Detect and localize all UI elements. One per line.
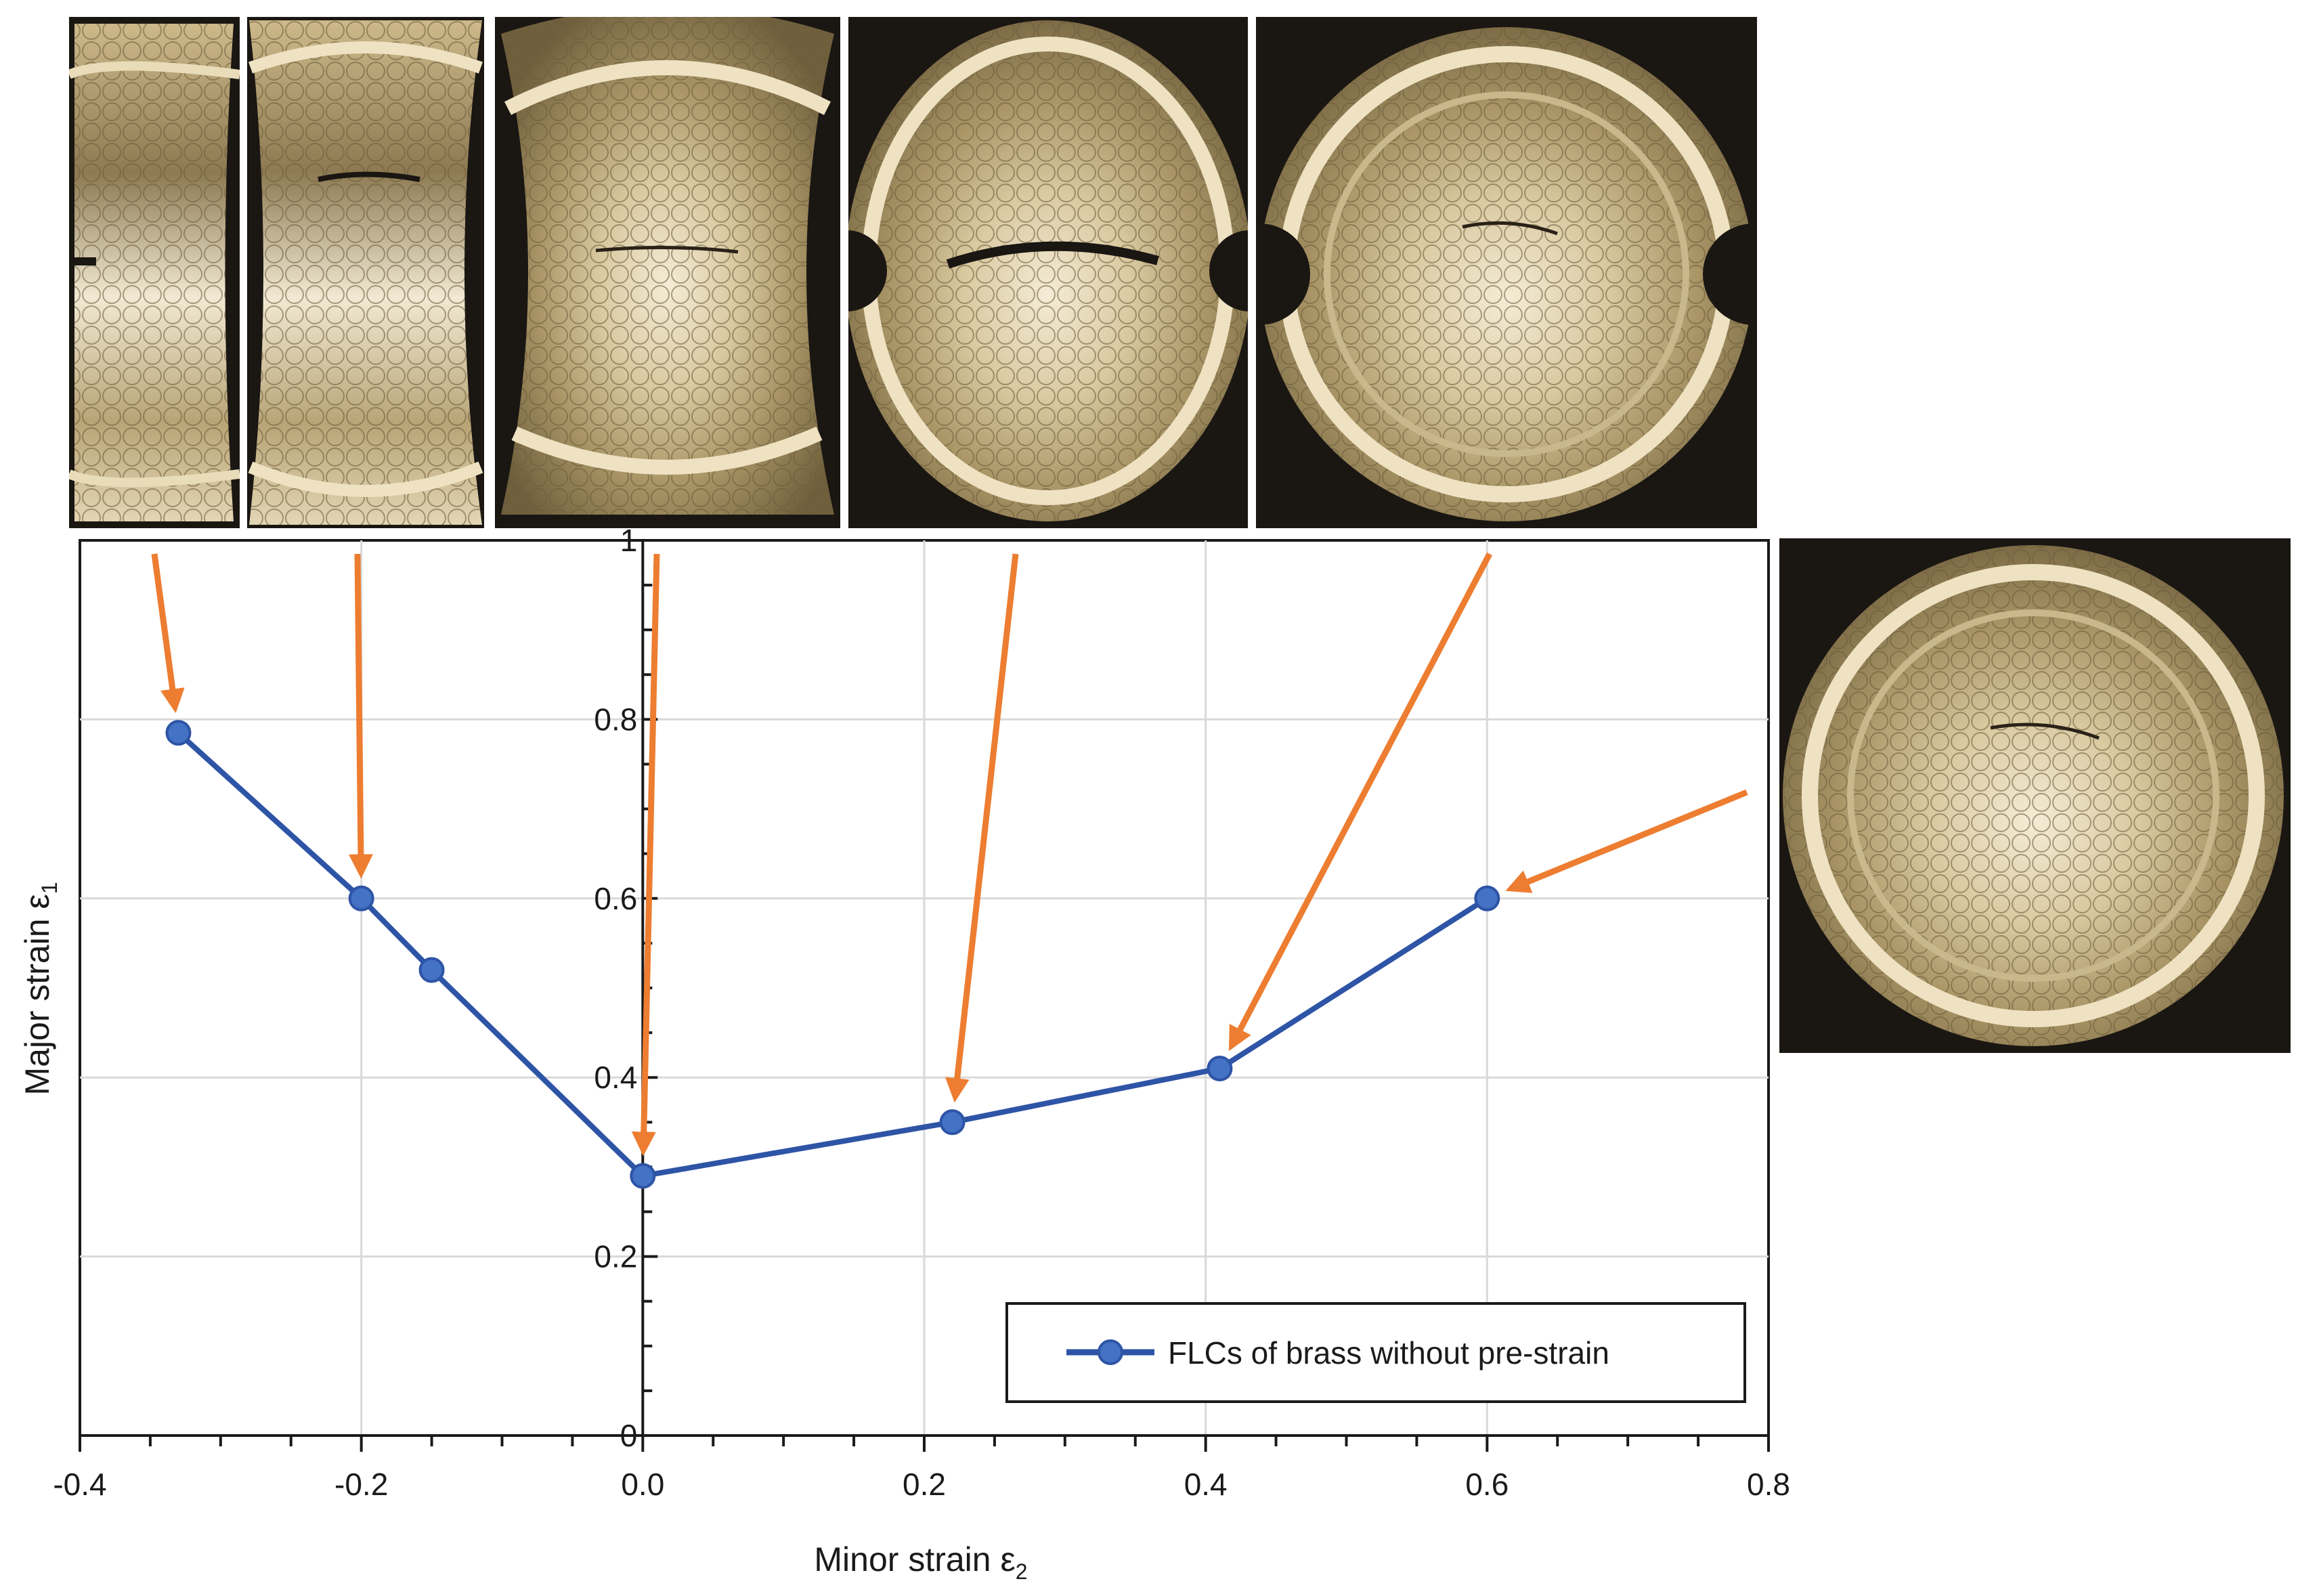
x-tick-label: 0.2 <box>903 1467 946 1502</box>
data-point <box>165 720 192 746</box>
annotation-arrow <box>945 553 1019 1103</box>
y-axis-title: Major strain ε1 <box>18 882 62 1095</box>
data-point <box>418 957 445 983</box>
x-tick-label: 0.8 <box>1747 1467 1790 1502</box>
series-layer <box>165 720 1500 1189</box>
x-tick-label: -0.2 <box>334 1467 388 1502</box>
x-axis-title: Minor strain ε2 <box>814 1540 1027 1584</box>
x-tick-label: 0.0 <box>621 1467 664 1502</box>
data-point <box>1207 1055 1233 1081</box>
specimen-photo-6 <box>1779 538 2291 1053</box>
x-tick-label: 0.6 <box>1465 1467 1509 1502</box>
specimen-photo-1 <box>69 17 240 528</box>
chart-area: -0.4 -0.2 0.0 0.2 0.4 0.6 0.8 0 0.2 0.4 0.6 0.8 1 M… <box>18 523 1790 1584</box>
annotation-arrow <box>348 553 373 879</box>
annotation-arrow <box>151 553 185 714</box>
specimen-photo-4 <box>848 17 1248 528</box>
legend-marker-swatch <box>1098 1339 1123 1365</box>
legend: FLCs of brass without pre-strain <box>1005 1302 1746 1403</box>
y-tick-label: 0.8 <box>594 702 637 737</box>
specimen-photo-2 <box>247 17 484 528</box>
annotation-arrow <box>631 553 660 1157</box>
annotation-arrows <box>151 552 1748 1157</box>
legend-label: FLCs of brass without pre-strain <box>1168 1335 1609 1371</box>
data-point <box>1474 885 1500 911</box>
x-tick-labels: -0.4 -0.2 0.0 0.2 0.4 0.6 0.8 <box>53 1467 1790 1502</box>
y-tick-label: 0.6 <box>594 881 637 916</box>
specimen-photo-5 <box>1256 17 1757 528</box>
data-point <box>630 1163 656 1189</box>
data-point <box>348 885 374 911</box>
x-tick-label: -0.4 <box>53 1467 106 1502</box>
y-tick-label: 0.4 <box>594 1060 637 1095</box>
y-tick-label: 1 <box>620 523 638 558</box>
specimen-photos <box>69 17 2291 1053</box>
data-point <box>939 1109 966 1136</box>
y-tick-labels: 0 0.2 0.4 0.6 0.8 1 <box>594 523 637 1453</box>
specimen-photo-3 <box>495 17 840 528</box>
y-tick-label: 0.2 <box>594 1239 637 1274</box>
annotation-arrow <box>1505 789 1748 893</box>
annotation-arrow <box>1229 552 1492 1052</box>
x-tick-label: 0.4 <box>1184 1467 1228 1502</box>
y-tick-label: 0 <box>620 1418 638 1453</box>
